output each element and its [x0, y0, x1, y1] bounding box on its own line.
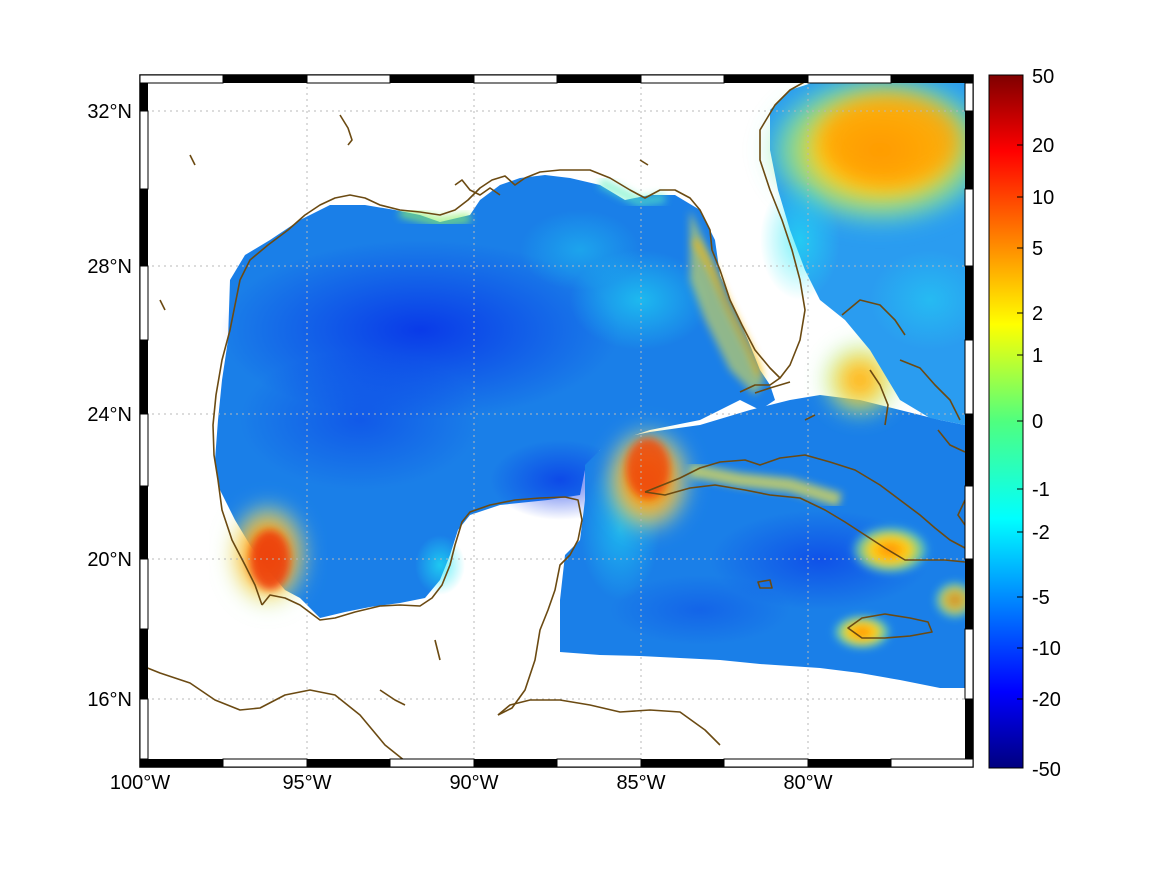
atlantic-data-field — [760, 75, 973, 425]
colorbar-label-neg1: -1 — [1032, 479, 1050, 501]
lat-label-24: 24°N — [87, 404, 132, 426]
colorbar-label-50: 50 — [1032, 66, 1054, 88]
colorbar-label-5: 5 — [1032, 238, 1043, 260]
map-frame — [139, 74, 974, 768]
lat-label-20: 20°N — [87, 549, 132, 571]
latitude-labels: 32°N 28°N 24°N 20°N 16°N — [87, 101, 132, 711]
colorbar-label-10: 10 — [1032, 187, 1054, 209]
coastlines — [140, 79, 966, 766]
gulf-data-field — [215, 175, 775, 618]
lat-label-16: 16°N — [87, 689, 132, 711]
lat-label-32: 32°N — [87, 101, 132, 123]
colorbar-label-2: 2 — [1032, 303, 1043, 325]
colorbar-ticks — [1017, 144, 1023, 700]
lon-label-95w: 95°W — [282, 772, 331, 794]
colorbar-label-neg20: -20 — [1032, 689, 1061, 711]
colorbar: 50 20 10 5 2 1 0 -1 -2 -5 -10 -20 -50 — [988, 66, 1061, 781]
lon-label-80w: 80°W — [783, 772, 832, 794]
lon-label-85w: 85°W — [616, 772, 665, 794]
colorbar-label-neg5: -5 — [1032, 587, 1050, 609]
colorbar-label-neg50: -50 — [1032, 759, 1061, 781]
lat-label-28: 28°N — [87, 256, 132, 278]
lon-label-90w: 90°W — [449, 772, 498, 794]
lon-label-100w: 100°W — [110, 772, 170, 794]
colorbar-label-1: 1 — [1032, 345, 1043, 367]
colorbar-label-neg10: -10 — [1032, 638, 1061, 660]
map-area — [140, 75, 973, 767]
colorbar-label-0: 0 — [1032, 411, 1043, 433]
colorbar-label-20: 20 — [1032, 135, 1054, 157]
caribbean-data-field — [560, 340, 973, 688]
colorbar-labels: 50 20 10 5 2 1 0 -1 -2 -5 -10 -20 -50 — [1032, 66, 1061, 781]
longitude-labels: 100°W 95°W 90°W 85°W 80°W — [110, 772, 833, 794]
colorbar-label-neg2: -2 — [1032, 522, 1050, 544]
